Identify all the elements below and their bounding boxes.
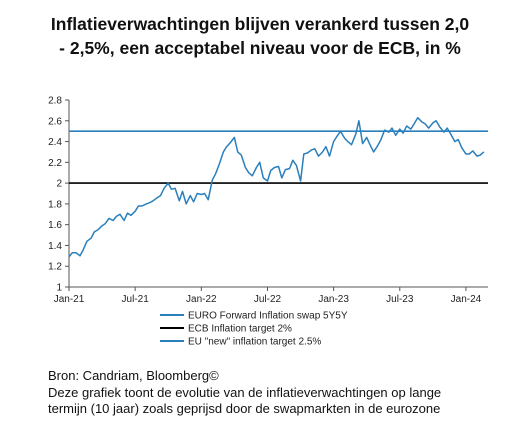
x-tick-label: Jul-22: [254, 294, 282, 305]
y-tick-label: 2.6: [48, 116, 62, 127]
y-tick-label: 1: [56, 283, 62, 294]
x-tick-label: Jan-23: [318, 294, 349, 305]
legend-ecb-label: ECB Inflation target 2%: [188, 324, 292, 335]
legend-swap-label: EURO Forward Inflation swap 5Y5Y: [188, 311, 348, 322]
x-tick-label: Jan-24: [451, 294, 482, 305]
y-tick-label: 2: [56, 179, 62, 190]
source-note: Bron: Candriam, Bloomberg© Deze grafiek …: [48, 368, 441, 418]
x-tick-label: Jul-21: [122, 294, 150, 305]
source-line: Bron: Candriam, Bloomberg©: [48, 368, 219, 383]
caption-line-2: termijn (10 jaar) zoals geprijsd door de…: [48, 401, 441, 416]
swap-series-line: [68, 116, 485, 258]
y-tick-label: 2.2: [48, 158, 62, 169]
y-tick-label: 1.6: [48, 220, 62, 231]
chart-title: Inflatieverwachtingen blijven verankerd …: [0, 12, 520, 60]
x-tick-label: Jul-23: [386, 294, 414, 305]
caption-line-1: Deze grafiek toont de evolutie van de in…: [48, 384, 442, 400]
x-tick-label: Jan-22: [186, 294, 217, 305]
legend-eu-label: EU "new" inflation target 2.5%: [188, 337, 321, 348]
x-tick-label: Jan-21: [54, 294, 85, 305]
y-tick-label: 2.8: [48, 96, 62, 107]
y-tick-label: 1.2: [48, 262, 62, 273]
reference-lines: [69, 130, 488, 184]
series-lines: [68, 116, 485, 258]
chart-title-line-2: - 2,5%, een acceptabel niveau voor de EC…: [59, 38, 461, 58]
y-tick-label: 2.4: [48, 137, 62, 148]
legend: EURO Forward Inflation swap 5Y5Y ECB Infl…: [160, 311, 348, 348]
y-axis: 1 1.2 1.4 1.6 1.8 2 2.2 2.4 2.6 2.8: [48, 96, 70, 294]
x-axis: Jan-21 Jul-21 Jan-22 Jul-22 Jan-23 Jul-23 Jan-…: [54, 286, 488, 305]
chart-title-line-1: Inflatieverwachtingen blijven verankerd …: [50, 14, 470, 34]
y-tick-label: 1.4: [48, 241, 62, 252]
y-tick-label: 1.8: [48, 199, 62, 210]
